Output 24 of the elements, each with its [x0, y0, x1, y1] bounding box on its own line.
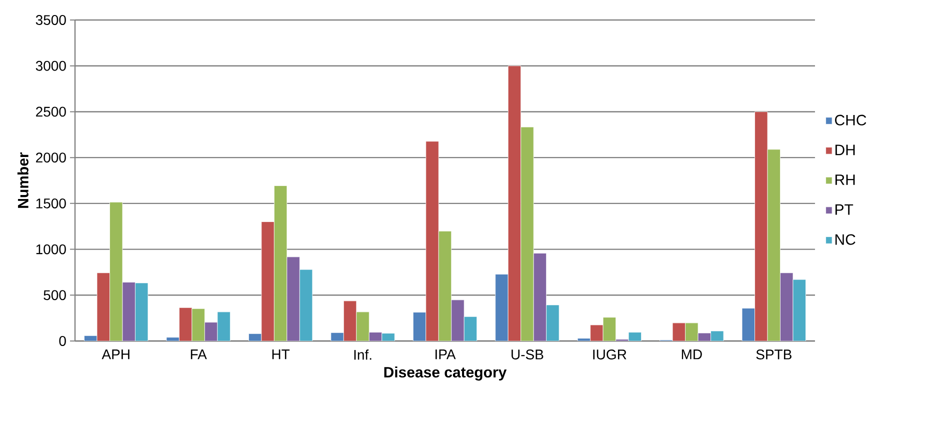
- x-tick-label: IPA: [436, 350, 456, 360]
- legend-label: RH: [835, 174, 855, 185]
- legend-label: NC: [835, 234, 856, 245]
- x-tick-label: Inf.: [354, 350, 372, 360]
- y-tick-label: 0: [59, 336, 66, 346]
- x-tick-label: MD: [682, 350, 702, 360]
- y-tick-label: 500: [44, 290, 66, 300]
- x-tick-label: HT: [272, 350, 290, 360]
- legend-label: CHC: [835, 114, 866, 126]
- x-tick-label: APH: [102, 350, 130, 360]
- y-tick-label: 1500: [36, 198, 66, 208]
- y-tick-label: 2500: [36, 106, 66, 117]
- x-tick-label: IUGR: [593, 350, 626, 360]
- x-tick-label: SPTB: [756, 350, 792, 360]
- y-tick-label: 2000: [36, 152, 66, 163]
- x-tick-label: U-SB: [512, 350, 544, 360]
- y-tick-label: 3500: [36, 15, 66, 25]
- x-tick-label: FA: [190, 350, 207, 360]
- y-tick-label: 1000: [36, 244, 66, 254]
- legend-label: DH: [835, 144, 855, 156]
- legend-label: PT: [835, 204, 854, 215]
- x-axis-title: Disease category: [384, 366, 507, 381]
- y-tick-label: 3000: [36, 60, 66, 71]
- y-axis-title: Number: [17, 152, 28, 208]
